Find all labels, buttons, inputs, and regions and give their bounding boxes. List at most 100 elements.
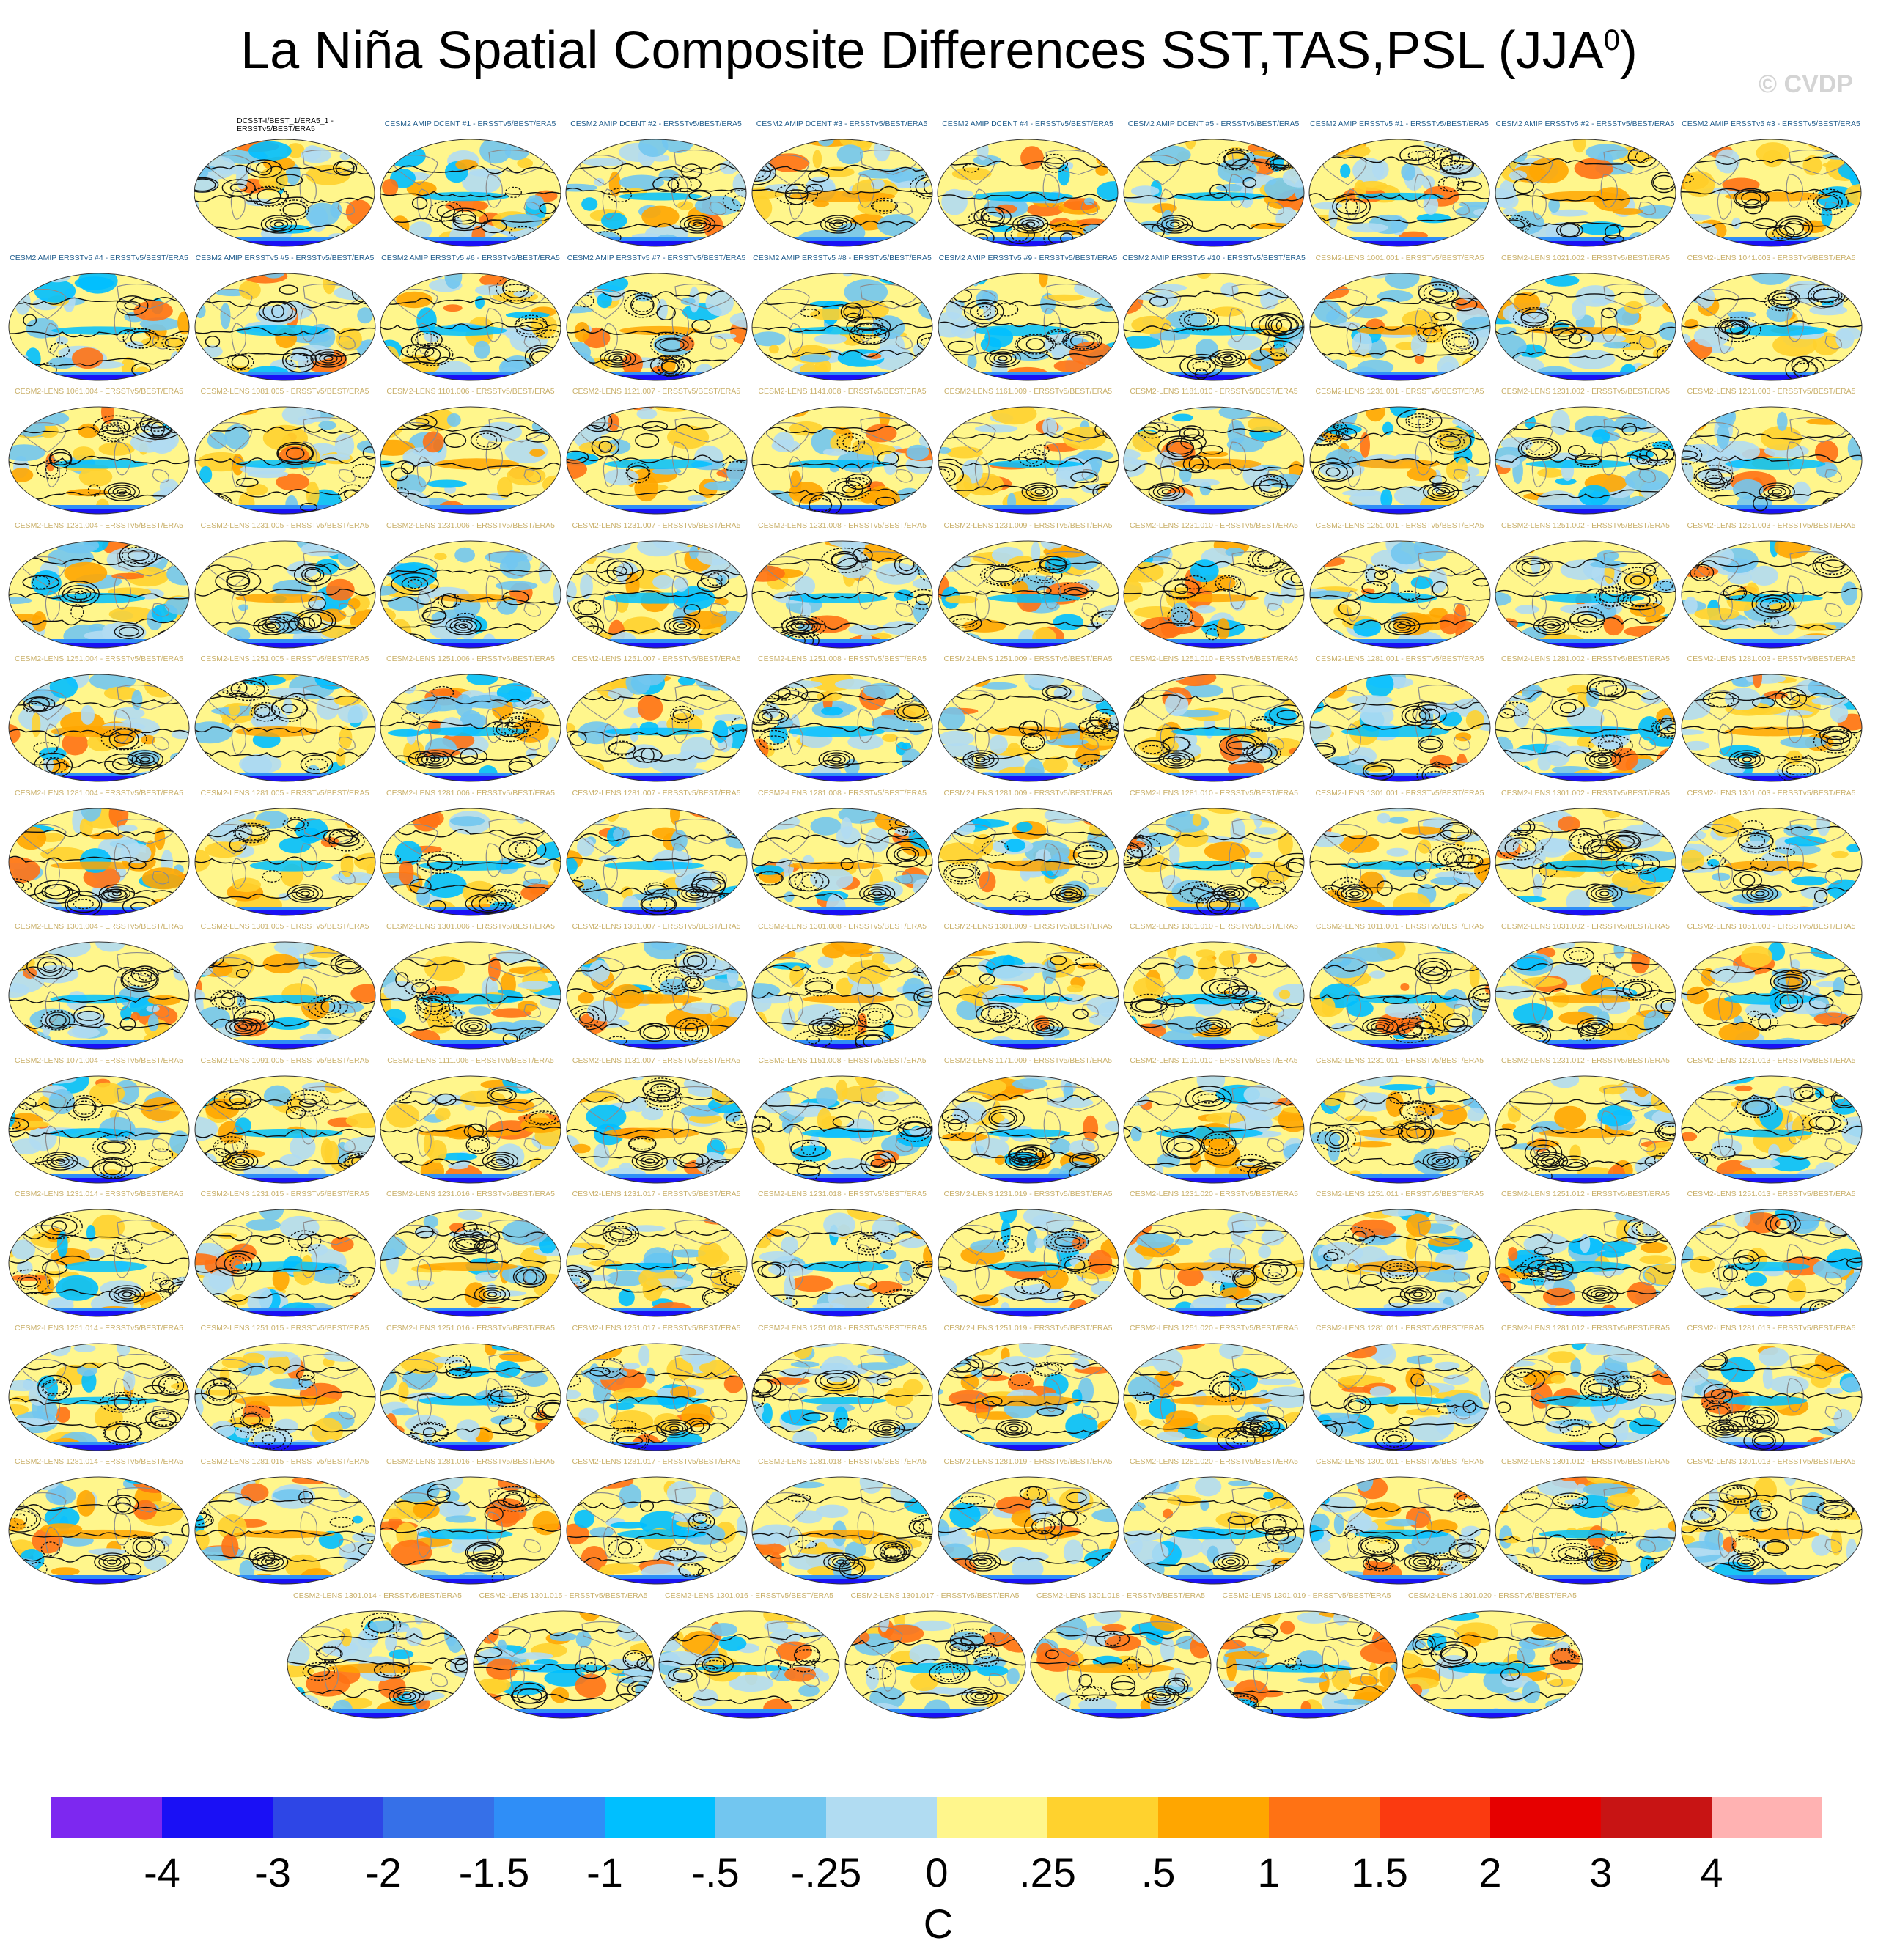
globe-map — [8, 406, 190, 515]
panel-title: CESM2-LENS 1251.007 - ERSSTv5/BEST/ERA5 — [572, 655, 741, 663]
globe-map — [1030, 1610, 1212, 1718]
colorbar-units: C — [923, 1901, 954, 1947]
map-panel: CESM2-LENS 1251.018 - ERSSTv5/BEST/ERA5 — [751, 1325, 934, 1454]
panel-title: CESM2-LENS 1301.020 - ERSSTv5/BEST/ERA5 — [1408, 1591, 1577, 1600]
globe-map — [1123, 1476, 1305, 1585]
globe-map — [938, 1343, 1119, 1451]
panel-title: CESM2-LENS 1231.020 - ERSSTv5/BEST/ERA5 — [1130, 1190, 1298, 1198]
globe-map — [751, 1075, 933, 1183]
globe-map — [1495, 139, 1676, 247]
globe-map — [1309, 674, 1490, 782]
map-panel: CESM2-LENS 1001.001 - ERSSTv5/BEST/ERA5 — [1308, 254, 1492, 383]
panel-title: CESM2-LENS 1231.009 - ERSSTv5/BEST/ERA5 — [943, 521, 1113, 530]
map-panel: CESM2-LENS 1231.014 - ERSSTv5/BEST/ERA5 — [7, 1190, 191, 1319]
globe-map — [8, 540, 190, 648]
map-panel: CESM2-LENS 1231.002 - ERSSTv5/BEST/ERA5 — [1494, 388, 1677, 517]
map-panel: CESM2-LENS 1251.002 - ERSSTv5/BEST/ERA5 — [1494, 522, 1677, 651]
panel-title: CESM2-LENS 1231.007 - ERSSTv5/BEST/ERA5 — [572, 521, 741, 530]
panel-title: CESM2-LENS 1251.009 - ERSSTv5/BEST/ERA5 — [943, 655, 1113, 663]
panel-title: CESM2-LENS 1281.001 - ERSSTv5/BEST/ERA5 — [1315, 655, 1484, 663]
panel-title: CESM2-LENS 1131.007 - ERSSTv5/BEST/ERA5 — [572, 1056, 741, 1065]
globe-map — [194, 808, 375, 915]
map-panel: CESM2-LENS 1231.009 - ERSSTv5/BEST/ERA5 — [937, 522, 1120, 651]
panel-title: CESM2 AMIP ERSSTv5 #1 - ERSSTv5/BEST/ERA… — [1310, 120, 1489, 128]
globe-map — [380, 1476, 561, 1585]
map-panel: CESM2-LENS 1281.012 - ERSSTv5/BEST/ERA5 — [1494, 1325, 1677, 1454]
panel-title: CESM2-LENS 1251.005 - ERSSTv5/BEST/ERA5 — [200, 655, 369, 663]
colorbar-box — [937, 1797, 1047, 1838]
globe-map — [1309, 808, 1490, 915]
globe-map — [751, 674, 933, 782]
globe-map — [194, 406, 375, 515]
panel-title: CESM2-LENS 1231.015 - ERSSTv5/BEST/ERA5 — [200, 1190, 369, 1198]
map-panel: CESM2-LENS 1281.018 - ERSSTv5/BEST/ERA5 — [751, 1458, 934, 1587]
globe-map — [751, 273, 933, 380]
map-panel: CESM2 AMIP ERSSTv5 #5 - ERSSTv5/BEST/ERA… — [194, 254, 377, 383]
map-panel: CESM2-LENS 1281.009 - ERSSTv5/BEST/ERA5 — [937, 789, 1120, 918]
map-panel: CESM2-LENS 1231.011 - ERSSTv5/BEST/ERA5 — [1308, 1057, 1492, 1186]
map-panel: CESM2-LENS 1121.007 - ERSSTv5/BEST/ERA5 — [565, 388, 748, 517]
map-panel: CESM2-LENS 1251.012 - ERSSTv5/BEST/ERA5 — [1494, 1190, 1677, 1319]
globe-map — [8, 941, 190, 1050]
panel-title: CESM2 AMIP ERSSTv5 #3 - ERSSTv5/BEST/ERA… — [1682, 120, 1860, 128]
globe-map — [380, 273, 561, 380]
map-panel: CESM2-LENS 1301.013 - ERSSTv5/BEST/ERA5 — [1680, 1458, 1863, 1587]
globe-map — [1123, 273, 1305, 380]
colorbar-tick-label: 4 — [1700, 1849, 1723, 1895]
panel-title: CESM2-LENS 1191.010 - ERSSTv5/BEST/ERA5 — [1130, 1056, 1298, 1065]
map-panel: CESM2-LENS 1231.010 - ERSSTv5/BEST/ERA5 — [1122, 522, 1306, 651]
map-panel: CESM2-LENS 1301.003 - ERSSTv5/BEST/ERA5 — [1680, 789, 1863, 918]
panel-title: CESM2-LENS 1251.019 - ERSSTv5/BEST/ERA5 — [943, 1324, 1113, 1333]
globe-map — [380, 1209, 561, 1317]
panel-title: CESM2-LENS 1251.013 - ERSSTv5/BEST/ERA5 — [1687, 1190, 1856, 1198]
globe-map — [380, 1075, 561, 1183]
globe-map — [1123, 941, 1305, 1050]
panel-title: CESM2 AMIP ERSSTv5 #6 - ERSSTv5/BEST/ERA… — [381, 254, 560, 262]
colorbar-box — [383, 1797, 494, 1838]
map-panel: CESM2-LENS 1231.015 - ERSSTv5/BEST/ERA5 — [194, 1190, 377, 1319]
globe-map — [1309, 406, 1490, 515]
map-panel: CESM2-LENS 1251.011 - ERSSTv5/BEST/ERA5 — [1308, 1190, 1492, 1319]
map-panel: CESM2 AMIP ERSSTv5 #3 - ERSSTv5/BEST/ERA… — [1679, 120, 1863, 249]
globe-map — [751, 1476, 933, 1585]
panel-title: CESM2-LENS 1231.014 - ERSSTv5/BEST/ERA5 — [15, 1190, 183, 1198]
globe-map — [194, 1476, 375, 1585]
globe-map — [938, 540, 1119, 648]
panel-title: CESM2-LENS 1161.009 - ERSSTv5/BEST/ERA5 — [943, 388, 1113, 396]
map-panel: CESM2 AMIP ERSSTv5 #6 - ERSSTv5/BEST/ERA… — [379, 254, 562, 383]
globe-map — [1309, 1476, 1490, 1585]
globe-map — [938, 674, 1119, 782]
globe-map — [938, 406, 1119, 515]
map-panel: CESM2-LENS 1281.005 - ERSSTv5/BEST/ERA5 — [194, 789, 377, 918]
panel-title: CESM2 AMIP ERSSTv5 #7 - ERSSTv5/BEST/ERA… — [567, 254, 746, 262]
map-panel: CESM2-LENS 1011.001 - ERSSTv5/BEST/ERA5 — [1308, 923, 1492, 1052]
panel-title: CESM2-LENS 1251.012 - ERSSTv5/BEST/ERA5 — [1501, 1190, 1670, 1198]
panel-title: CESM2-LENS 1041.003 - ERSSTv5/BEST/ERA5 — [1687, 254, 1856, 262]
globe-map — [1495, 808, 1676, 915]
globe-map — [1681, 1476, 1862, 1585]
globe-map — [1681, 674, 1862, 782]
globe-map — [844, 1610, 1025, 1718]
globe-map — [194, 540, 375, 648]
map-panel: CESM2-LENS 1301.014 - ERSSTv5/BEST/ERA5 — [286, 1592, 469, 1721]
map-panel: CESM2-LENS 1101.006 - ERSSTv5/BEST/ERA5 — [379, 388, 562, 517]
map-panel: CESM2-LENS 1161.009 - ERSSTv5/BEST/ERA5 — [937, 388, 1120, 517]
globe-map — [751, 808, 933, 915]
panel-title: CESM2-LENS 1251.017 - ERSSTv5/BEST/ERA5 — [572, 1324, 741, 1333]
panel-title: CESM2-LENS 1231.012 - ERSSTv5/BEST/ERA5 — [1501, 1056, 1670, 1065]
panel-title: CESM2-LENS 1301.014 - ERSSTv5/BEST/ERA5 — [293, 1591, 462, 1600]
globe-map — [1681, 406, 1862, 515]
map-panel: CESM2-LENS 1281.001 - ERSSTv5/BEST/ERA5 — [1308, 655, 1492, 784]
map-panel: CESM2-LENS 1231.001 - ERSSTv5/BEST/ERA5 — [1308, 388, 1492, 517]
globe-map — [1495, 1075, 1676, 1183]
panel-title: CESM2-LENS 1251.014 - ERSSTv5/BEST/ERA5 — [15, 1324, 183, 1333]
map-panel: CESM2-LENS 1231.007 - ERSSTv5/BEST/ERA5 — [565, 522, 748, 651]
panel-title: CESM2-LENS 1251.001 - ERSSTv5/BEST/ERA5 — [1315, 521, 1484, 530]
globe-map — [938, 1075, 1119, 1183]
map-panel: CESM2-LENS 1281.011 - ERSSTv5/BEST/ERA5 — [1308, 1325, 1492, 1454]
panel-title: CESM2-LENS 1251.010 - ERSSTv5/BEST/ERA5 — [1130, 655, 1298, 663]
panel-title: CESM2-LENS 1021.002 - ERSSTv5/BEST/ERA5 — [1501, 254, 1670, 262]
panel-title: CESM2-LENS 1281.004 - ERSSTv5/BEST/ERA5 — [15, 789, 183, 797]
map-panel: CESM2 AMIP DCENT #5 - ERSSTv5/BEST/ERA5 — [1122, 120, 1306, 249]
